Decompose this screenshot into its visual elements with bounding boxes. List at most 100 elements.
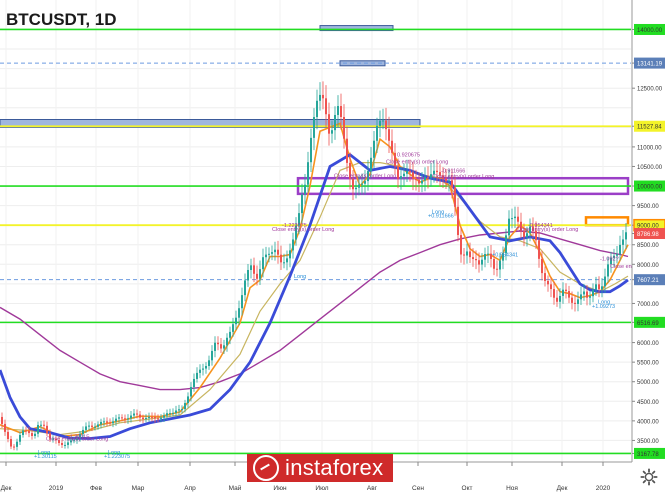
gear-icon[interactable]	[640, 468, 658, 486]
candle-body	[460, 235, 462, 255]
candle-body	[121, 417, 123, 419]
candle-body	[256, 273, 258, 279]
price-tick-label: 3500.00	[637, 439, 659, 445]
price-tick-label: 3167.78	[637, 452, 659, 458]
trade-label: +0.954341	[492, 252, 518, 258]
candle-body	[196, 372, 198, 379]
candle-body	[46, 425, 48, 434]
candle-body	[451, 180, 453, 188]
time-tick-label: Мар	[132, 485, 145, 492]
candle-body	[586, 291, 588, 298]
candle-body	[187, 396, 189, 404]
candle-body	[337, 106, 339, 115]
candle-body	[115, 418, 117, 422]
time-tick-label: Сен	[412, 485, 424, 492]
trade-label: -0.911666	[441, 168, 465, 174]
candle-body	[388, 129, 390, 141]
candle-body	[373, 140, 375, 158]
trade-label: Long	[294, 274, 306, 280]
candle-body	[541, 258, 543, 274]
price-tag-bg	[634, 23, 665, 35]
logo-text: instaforex	[285, 455, 384, 480]
candle-body	[49, 433, 51, 439]
candle-body	[502, 253, 504, 261]
candle-body	[430, 174, 432, 178]
candle-body	[376, 125, 378, 141]
candle-body	[361, 183, 363, 185]
price-tick-label: 12500.00	[637, 87, 663, 93]
time-tick-label: Июн	[273, 485, 287, 492]
candle-body	[427, 177, 429, 179]
candle-body	[112, 421, 114, 424]
price-tag-bg	[634, 274, 665, 286]
trade-label: -1.223075	[282, 223, 307, 229]
candle-body	[577, 299, 579, 304]
candle-body	[208, 360, 210, 367]
candle-body	[280, 254, 282, 263]
trade-label: Close entry(s) order Long	[432, 174, 494, 180]
candle-body	[190, 387, 192, 397]
candle-body	[19, 434, 21, 442]
candles	[1, 81, 627, 451]
candle-body	[28, 430, 30, 434]
price-tick-label: 6000.00	[637, 341, 659, 347]
candle-body	[463, 254, 465, 256]
candle-body	[511, 218, 513, 220]
time-tick-label: Дек	[557, 485, 568, 492]
candle-body	[199, 369, 201, 373]
candle-body	[592, 289, 594, 297]
candle-body	[439, 172, 441, 176]
candle-body	[148, 416, 150, 418]
trade-label: +1.30115	[34, 454, 57, 460]
candle-body	[265, 254, 267, 258]
candle-body	[454, 187, 456, 207]
candle-body	[487, 253, 489, 255]
candle-body	[370, 157, 372, 172]
candle-body	[229, 331, 231, 338]
candle-body	[286, 258, 288, 263]
candle-body	[307, 162, 309, 185]
candle-body	[523, 231, 525, 238]
candle-body	[268, 253, 270, 255]
candle-body	[448, 180, 450, 182]
candle-body	[136, 413, 138, 415]
candle-body	[595, 284, 597, 290]
candle-body	[271, 252, 273, 254]
candle-body	[37, 424, 39, 434]
candle-body	[31, 433, 33, 436]
candle-body	[43, 424, 45, 426]
trade-label: 0.920675	[397, 153, 420, 159]
trade-label: Close entry(s) order Long	[386, 159, 448, 165]
candle-body	[493, 258, 495, 269]
candle-body	[64, 444, 66, 446]
candle-body	[481, 259, 483, 265]
logo-mark-icon	[253, 455, 279, 481]
candle-body	[97, 424, 99, 427]
trade-label: +1.09273	[592, 304, 615, 310]
candle-body	[310, 137, 312, 163]
candle-body	[520, 221, 522, 232]
candle-body	[568, 291, 570, 298]
candle-body	[364, 181, 366, 184]
price-tick-label: 8500.00	[637, 243, 659, 249]
trade-label: Long	[598, 299, 610, 305]
candle-body	[79, 433, 81, 438]
candle-body	[166, 413, 168, 416]
trade-label: +0.911666	[428, 213, 454, 219]
price-tick-label: 10000.00	[637, 185, 663, 191]
candle-body	[73, 440, 75, 442]
candle-body	[61, 443, 63, 445]
candle-body	[616, 254, 618, 256]
candle-body	[238, 308, 240, 318]
candle-body	[331, 130, 333, 134]
candle-body	[322, 94, 324, 99]
candle-body	[556, 297, 558, 302]
candle-body	[232, 324, 234, 332]
chart-title: BTCUSDT, 1D	[6, 10, 117, 29]
candle-body	[532, 226, 534, 231]
candle-body	[526, 233, 528, 238]
trade-label: Long	[38, 450, 50, 456]
candle-body	[7, 431, 9, 440]
candle-body	[154, 417, 156, 419]
